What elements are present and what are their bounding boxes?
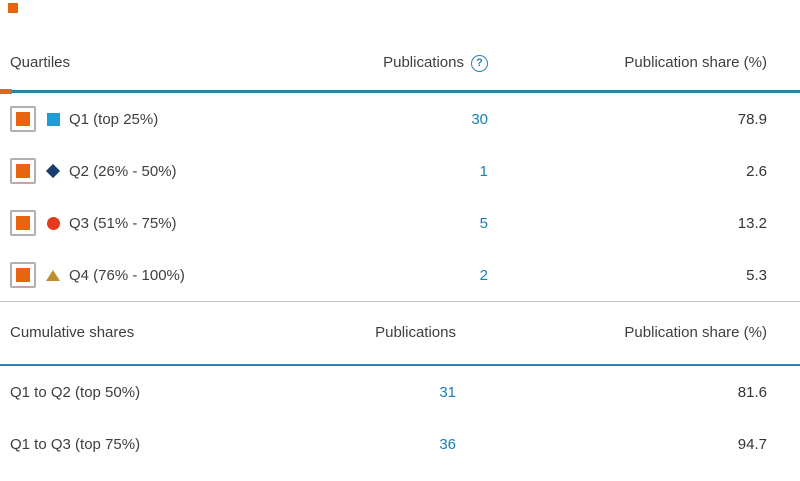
cumulative-shares-table: Cumulative shares Publications Publicati… [0, 323, 800, 470]
q1-publication-share-value: 78.9 [737, 110, 767, 128]
q2-publications-count-link[interactable]: 1 [479, 162, 488, 180]
q1q2-publications-count-link[interactable]: 31 [439, 383, 456, 401]
cropped-orange-marker-fragment [8, 3, 18, 13]
section-divider-line [0, 301, 800, 302]
q1-checkbox[interactable] [10, 106, 36, 132]
q4-row-label: Q4 (76% - 100%) [69, 266, 185, 284]
q1-row-label: Q1 (top 25%) [69, 110, 159, 128]
q3-row-label: Q3 (51% - 75%) [69, 214, 177, 232]
column-header-publications: Publications ? [348, 53, 488, 73]
header-separator-line [0, 89, 800, 94]
cumulative-header-row: Cumulative shares Publications Publicati… [10, 323, 767, 343]
q4-publication-share-value: 5.3 [746, 266, 767, 284]
column-header-publication-share: Publication share (%) [624, 54, 767, 71]
q3-circle-marker [46, 216, 60, 230]
header-separator-line-2 [0, 364, 800, 366]
table-row-q1q3: Q1 to Q3 (top 75%) 36 94.7 [10, 418, 767, 470]
q4-checkbox-fill [16, 268, 30, 282]
quartiles-table: Quartiles Publications ? Publication sha… [0, 53, 800, 302]
q1q2-row-label: Q1 to Q2 (top 50%) [10, 383, 141, 401]
q2-publication-share-value: 2.6 [746, 162, 767, 180]
q3-checkbox-fill [16, 216, 30, 230]
q2-checkbox[interactable] [10, 158, 36, 184]
q4-checkbox[interactable] [10, 262, 36, 288]
q1q2-publication-share-value: 81.6 [737, 383, 767, 401]
table-row-q4: Q4 (76% - 100%) 2 5.3 [10, 249, 767, 301]
q1-square-marker [46, 112, 60, 126]
column-header-cumulative-shares: Cumulative shares [10, 324, 135, 341]
publications-header-label-2: Publications [375, 324, 456, 341]
q1-publications-count-link[interactable]: 30 [471, 110, 488, 128]
table-row-q3: Q3 (51% - 75%) 5 13.2 [10, 197, 767, 249]
q3-publication-share-value: 13.2 [737, 214, 767, 232]
q1-checkbox-fill [16, 112, 30, 126]
table-row-q1q2: Q1 to Q2 (top 50%) 31 81.6 [10, 366, 767, 418]
column-header-publication-share-2: Publication share (%) [624, 324, 767, 341]
table-row-q2: Q2 (26% - 50%) 1 2.6 [10, 145, 767, 197]
q3-publications-count-link[interactable]: 5 [479, 214, 488, 232]
separator-orange-fragment [0, 89, 12, 94]
q1q3-publications-count-link[interactable]: 36 [439, 435, 456, 453]
q1q3-row-label: Q1 to Q3 (top 75%) [10, 435, 141, 453]
q2-checkbox-fill [16, 164, 30, 178]
publications-header-label: Publications [383, 54, 464, 71]
quartiles-header-row: Quartiles Publications ? Publication sha… [10, 53, 767, 73]
journal-quartiles-panel: Quartiles Publications ? Publication sha… [0, 53, 800, 470]
table-row-q1: Q1 (top 25%) 30 78.9 [10, 93, 767, 145]
q4-publications-count-link[interactable]: 2 [479, 266, 488, 284]
q3-checkbox[interactable] [10, 210, 36, 236]
q1q3-publication-share-value: 94.7 [737, 435, 767, 453]
help-icon[interactable]: ? [471, 54, 488, 72]
q4-triangle-marker [46, 268, 60, 282]
column-header-publications-2: Publications [355, 323, 456, 343]
q2-row-label: Q2 (26% - 50%) [69, 162, 177, 180]
q2-diamond-marker [45, 163, 61, 179]
column-header-quartiles: Quartiles [10, 54, 71, 71]
